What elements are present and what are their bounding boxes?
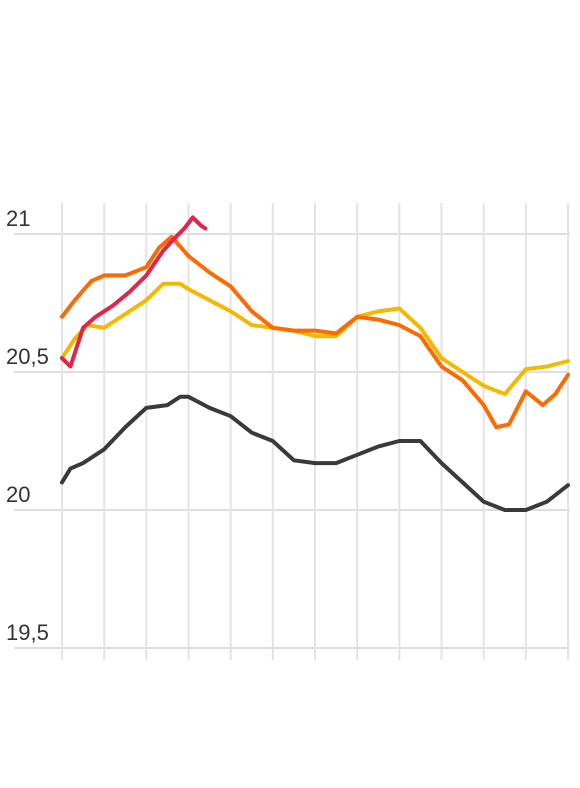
series-line-0 [60,394,570,512]
y-axis-labels: 21 20,5 20 19,5 [6,206,49,645]
y-tick-label-2: 20 [6,482,30,507]
y-tick-label-0: 21 [6,206,30,231]
series-lines [60,215,570,512]
series-line-3 [60,215,208,369]
y-tick-label-1: 20,5 [6,344,49,369]
series-line-2 [60,234,570,430]
grid-horizontal [14,233,570,649]
y-tick-label-3: 19,5 [6,620,49,645]
grid-vertical [61,203,569,660]
